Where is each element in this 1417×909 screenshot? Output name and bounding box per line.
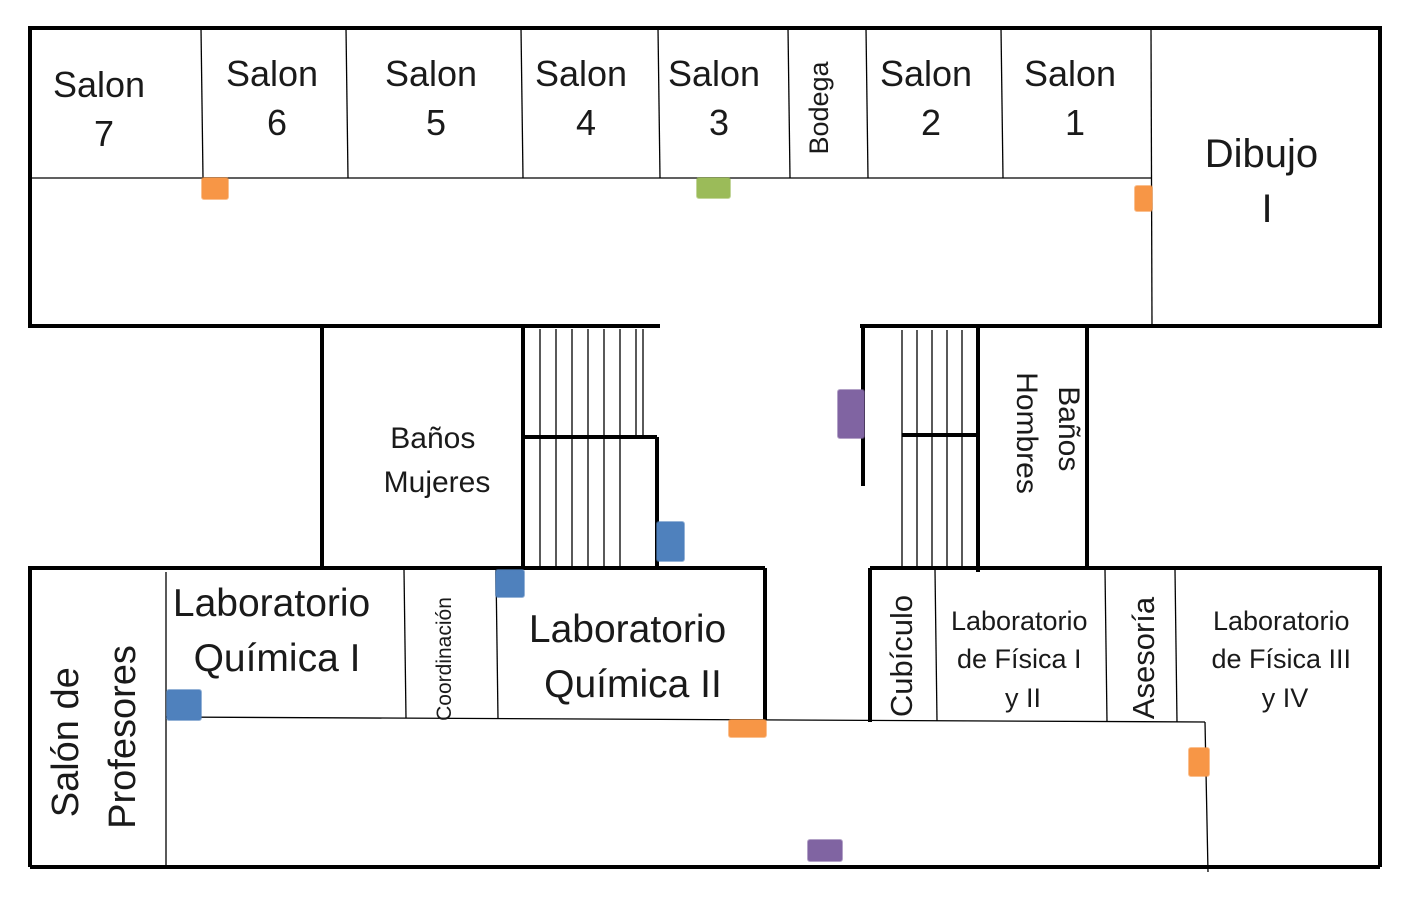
wall-salon6-5 bbox=[345, 27, 349, 179]
wall-cubiculo-fisica1 bbox=[934, 569, 938, 722]
wall-salon4-3 bbox=[657, 27, 661, 179]
salon4-label: Salon 4 bbox=[535, 53, 637, 143]
wall-asesoria-fisica3 bbox=[1174, 569, 1178, 723]
wall-bodega-salon2 bbox=[865, 27, 869, 179]
wall-fisica1-asesoria bbox=[1104, 569, 1108, 723]
wall-quimica1-coordinacion bbox=[403, 569, 407, 719]
cubiculo-label: Cubículo bbox=[884, 595, 919, 717]
lab-fisica-1-2-label: Laboratorio de Física I y II bbox=[951, 606, 1095, 713]
orange-marker bbox=[1134, 185, 1153, 212]
salon3-label: Salon 3 bbox=[668, 53, 770, 143]
banos-hombres-label: Baños Hombres bbox=[1010, 372, 1085, 494]
bodega-label: Bodega bbox=[804, 60, 834, 154]
salon2-label: Salon 2 bbox=[880, 53, 982, 143]
orange-marker bbox=[728, 719, 767, 738]
salon-profesores-label: Salón de Profesores bbox=[45, 645, 144, 829]
wall-salon5-4 bbox=[520, 27, 524, 179]
blue-marker bbox=[656, 521, 685, 562]
wall-salon1-dibujo bbox=[1150, 27, 1153, 327]
asesoria-label: Asesoría bbox=[1126, 596, 1161, 719]
bottom-classroom-front-wall bbox=[165, 716, 1206, 723]
dibujo-label: Dibujo I bbox=[1205, 132, 1330, 231]
salon5-label: Salon 5 bbox=[385, 53, 487, 143]
salon7-label: Salon 7 bbox=[53, 64, 155, 154]
green-marker bbox=[696, 177, 731, 199]
wall-fisica3-corridor bbox=[1204, 721, 1209, 873]
salon6-label: Salon 6 bbox=[226, 53, 328, 143]
blue-marker bbox=[495, 569, 525, 598]
orange-marker bbox=[201, 177, 229, 200]
salon1-label: Salon 1 bbox=[1024, 53, 1126, 143]
right-stair-steps bbox=[901, 330, 963, 567]
lab-fisica-3-4-label: Laboratorio de Física III y IV bbox=[1211, 606, 1358, 713]
left-stair-steps bbox=[539, 329, 644, 566]
coordinacion-label: Coordinación bbox=[433, 597, 456, 721]
wall-salon3-bodega bbox=[787, 27, 791, 179]
lab-quimica-2-label: Laboratorio Química II bbox=[529, 608, 737, 706]
orange-marker bbox=[1188, 747, 1210, 777]
blue-marker bbox=[166, 689, 202, 721]
lab-quimica-1-label: Laboratorio Química I bbox=[173, 582, 381, 680]
banos-mujeres-label: Baños Mujeres bbox=[384, 422, 491, 499]
purple-marker bbox=[807, 839, 843, 862]
wall-salon2-1 bbox=[1000, 27, 1004, 179]
wall-salon7-6 bbox=[200, 27, 204, 179]
purple-marker bbox=[837, 389, 865, 439]
